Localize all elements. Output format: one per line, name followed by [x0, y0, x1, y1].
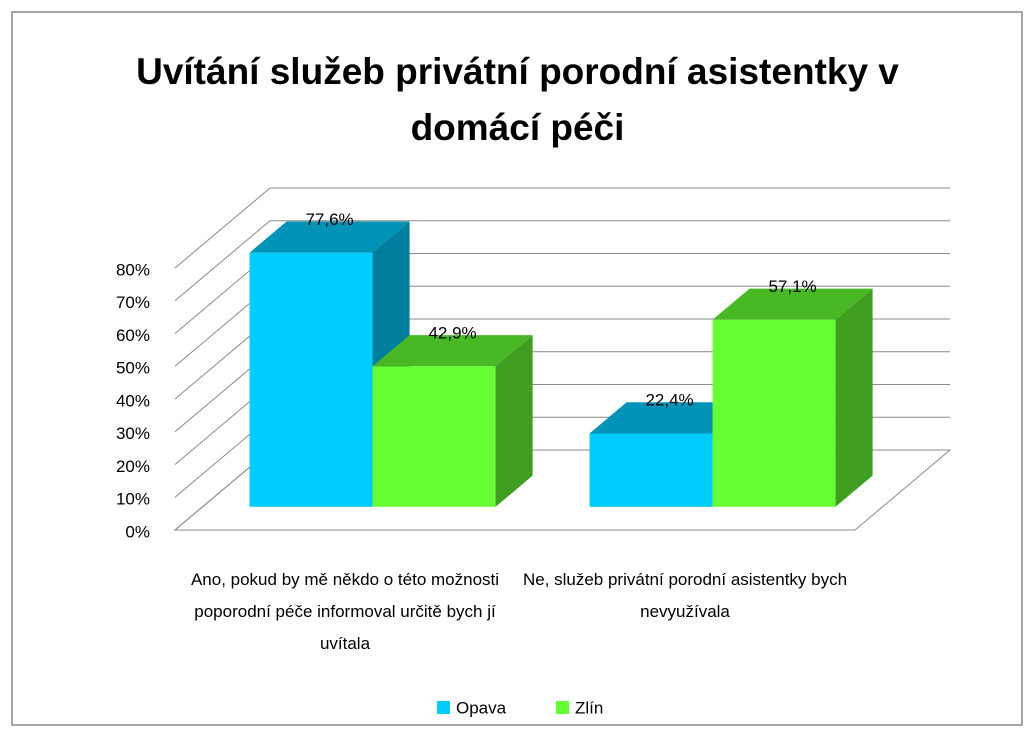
- value-label: 22,4%: [645, 391, 693, 410]
- y-tick-label: 70%: [116, 293, 150, 312]
- bar-side: [495, 335, 533, 507]
- value-label: 77,6%: [305, 210, 353, 229]
- bar-side: [835, 288, 873, 507]
- bar-front: [249, 252, 373, 507]
- value-label: 42,9%: [428, 324, 476, 343]
- y-tick-label: 40%: [116, 391, 150, 410]
- y-tick-label: 20%: [116, 457, 150, 476]
- bar-front: [589, 433, 713, 507]
- chart-title: Uvítání služeb privátní porodní asistent…: [136, 51, 899, 148]
- y-tick-label: 50%: [116, 359, 150, 378]
- grid-line: [174, 187, 950, 269]
- x-tick-label: Ne, služeb privátní porodní asistentky b…: [522, 570, 848, 621]
- legend-swatch: [437, 701, 450, 714]
- bar-front: [712, 319, 836, 507]
- y-tick-label: 30%: [116, 424, 150, 443]
- y-tick-label: 60%: [116, 326, 150, 345]
- bar-top: [249, 221, 410, 253]
- bar-top: [712, 288, 873, 320]
- bar-front: [372, 366, 496, 507]
- y-tick-label: 10%: [116, 490, 150, 509]
- grid-line: [174, 220, 950, 302]
- legend-label: Opava: [456, 698, 507, 717]
- legend-label: Zlín: [575, 698, 603, 717]
- y-tick-label: 80%: [116, 260, 150, 279]
- y-tick-label: 0%: [125, 522, 150, 541]
- bar-top: [589, 402, 750, 434]
- legend-swatch: [556, 701, 569, 714]
- x-tick-label: Ano, pokud by mě někdo o této možnosti p…: [190, 570, 500, 653]
- bar-top: [372, 335, 533, 367]
- value-label: 57,1%: [768, 277, 816, 296]
